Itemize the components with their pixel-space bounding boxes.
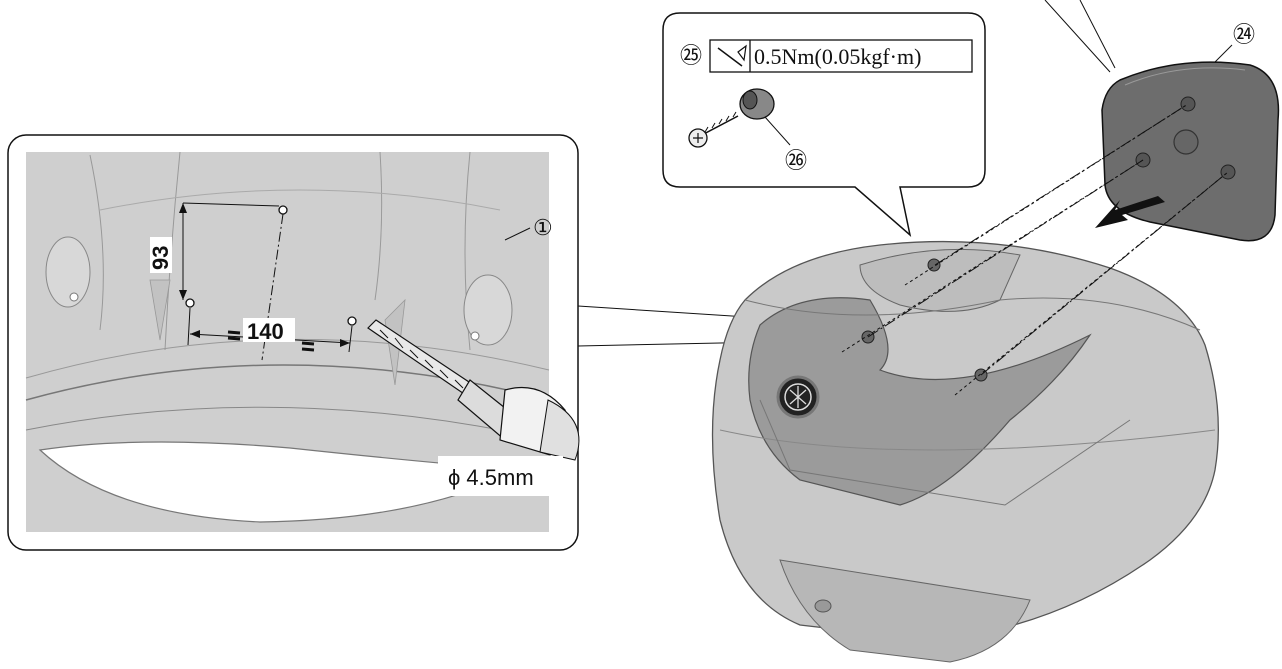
top-case: [711, 240, 1219, 663]
callout-washer-number: ㉖: [785, 148, 807, 173]
assembly-lines: [841, 103, 1229, 396]
torque-spec-box: [709, 39, 973, 73]
torque-value: 0.5Nm(0.05kgf·m): [754, 44, 921, 69]
hole-marker-left: [185, 298, 195, 308]
callout-screw-number: ㉕: [680, 43, 702, 68]
lid-dark-panel: [748, 297, 1092, 506]
cover-plate: ㉔: [1044, 0, 1280, 242]
drill-icon: [367, 319, 580, 461]
detail-box-screw: ㉕ 0.5Nm(0.05kgf·m) ㉖: [662, 12, 986, 238]
hole-marker-right: [347, 316, 357, 326]
brand-emblem-icon: [776, 375, 820, 419]
detail-box-drilling: 93 140 ϕ 4.5mm ①: [7, 134, 580, 551]
washer-icon: [739, 88, 775, 120]
callout-case-number: ①: [533, 215, 553, 240]
dimension-vertical-label: 93: [148, 246, 173, 270]
drill-diameter-label: ϕ 4.5mm: [448, 465, 534, 490]
screw-icon: [688, 111, 739, 148]
dimension-horizontal-label: 140: [247, 319, 284, 344]
callout-cover-number: ㉔: [1233, 22, 1255, 47]
torque-wrench-icon: [717, 44, 747, 67]
hole-marker-top: [278, 205, 288, 215]
removal-arrow-icon: [1095, 196, 1165, 228]
